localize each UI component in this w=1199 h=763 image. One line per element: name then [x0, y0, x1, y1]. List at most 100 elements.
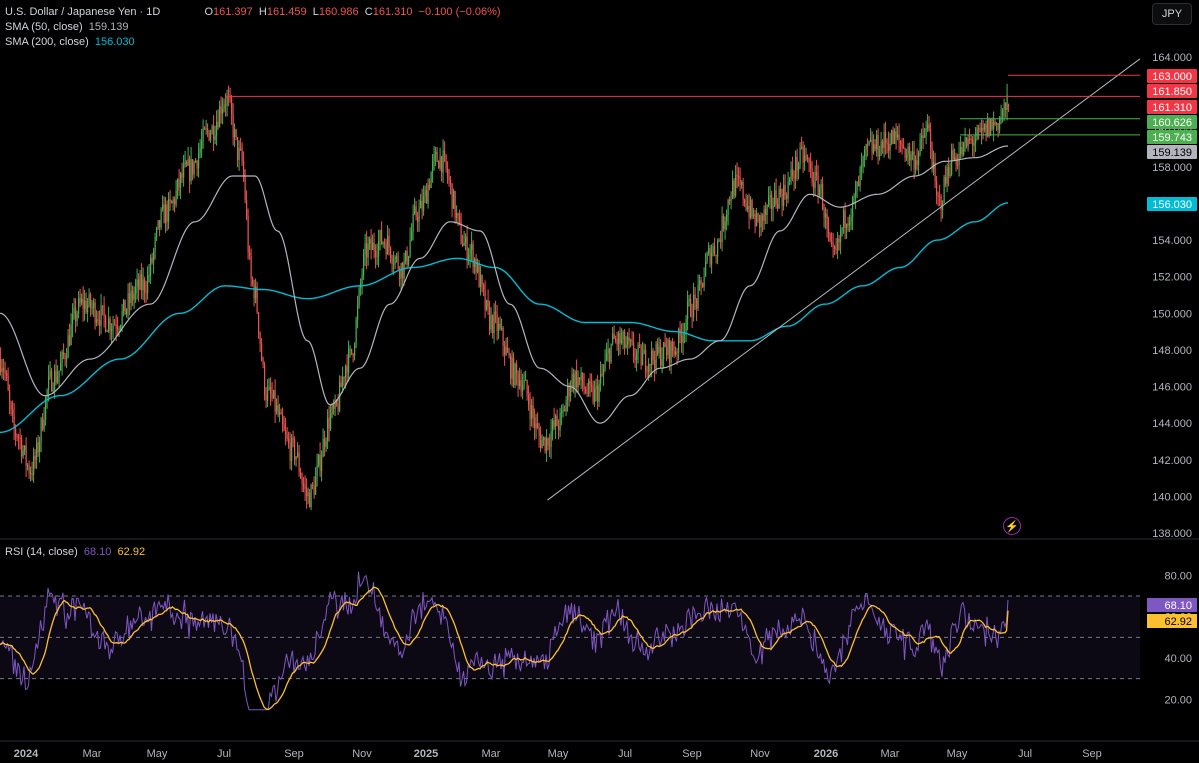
candle-body	[75, 307, 77, 322]
candle-body	[40, 418, 42, 442]
candle-body	[327, 417, 329, 441]
candle-body	[318, 454, 320, 466]
candle-body	[438, 161, 440, 169]
candle-body	[598, 383, 600, 402]
candle-body	[630, 340, 632, 342]
candle-body	[187, 159, 189, 166]
candle-body	[111, 328, 113, 332]
rsi-value-badge	[1147, 598, 1197, 612]
candle-body	[786, 195, 788, 199]
candle-body	[636, 352, 638, 360]
candle-body	[745, 203, 747, 210]
candle-body	[777, 204, 779, 209]
candle-body	[969, 138, 971, 140]
candle-body	[792, 169, 794, 177]
candle-body	[595, 385, 597, 389]
candle-body	[775, 190, 777, 205]
candle-body	[646, 370, 648, 372]
candle-body	[396, 256, 398, 258]
price-tick-label: 142.000	[1152, 455, 1192, 467]
candle-body	[481, 275, 483, 285]
sma50-line	[0, 145, 1009, 424]
price-tick-label: 150.000	[1152, 308, 1192, 320]
candle-body	[744, 199, 746, 204]
candle-body	[832, 244, 834, 247]
sma50-label: SMA (50, close)	[5, 21, 83, 33]
candle-body	[402, 263, 404, 279]
candle-body	[522, 385, 524, 392]
legend-rsi[interactable]: RSI (14, close) 68.10 62.92	[5, 545, 145, 559]
candle-body	[180, 173, 182, 188]
candle-body	[498, 323, 500, 331]
price-tick-label: 164.000	[1152, 52, 1192, 64]
candle-body	[927, 124, 929, 129]
currency-button[interactable]: JPY	[1152, 3, 1192, 25]
candle-body	[862, 156, 864, 166]
candle-body	[922, 135, 924, 138]
candle-body	[301, 478, 303, 484]
candle-body	[918, 152, 920, 165]
candle-body	[177, 178, 179, 191]
candle-body	[33, 455, 35, 475]
candle-body	[735, 174, 737, 196]
price-tick-label: 158.000	[1152, 162, 1192, 174]
candle-body	[316, 465, 318, 477]
candle-body	[765, 209, 767, 215]
candle-body	[640, 345, 642, 366]
time-tick-label: May	[947, 748, 968, 760]
candle-body	[519, 380, 521, 387]
candle-body	[543, 437, 545, 441]
candle-body	[292, 437, 294, 440]
candle-body	[82, 298, 84, 309]
candle-body	[897, 134, 899, 138]
candle-body	[118, 328, 120, 330]
candle-body	[253, 284, 255, 299]
candle-body	[582, 372, 584, 386]
candle-body	[643, 349, 645, 354]
candle-body	[909, 146, 911, 161]
candle-body	[984, 124, 986, 130]
candle-body	[771, 194, 773, 209]
candle-body	[282, 414, 284, 425]
candle-body	[1003, 103, 1005, 110]
candle-body	[645, 349, 647, 371]
candle-body	[184, 161, 186, 166]
candle-body	[499, 323, 501, 329]
candle-body	[34, 455, 36, 460]
price-tick-label: 144.000	[1152, 418, 1192, 430]
candle-body	[699, 280, 701, 285]
candle-body	[654, 360, 656, 369]
candle-body	[843, 210, 845, 229]
rsi-value: 68.10	[83, 546, 112, 558]
candle-body	[502, 327, 504, 346]
candle-body	[135, 286, 137, 294]
candle-body	[553, 420, 555, 427]
legend-sma50[interactable]: SMA (50, close) 159.139	[5, 20, 129, 34]
legend-sma200[interactable]: SMA (200, close) 156.030	[5, 35, 135, 49]
candle-body	[217, 121, 219, 128]
candle-body	[676, 351, 678, 353]
candle-body	[876, 135, 878, 150]
candle-body	[754, 214, 756, 227]
candle-body	[850, 217, 852, 222]
legend-symbol[interactable]: U.S. Dollar / Japanese Yen · 1D	[5, 6, 161, 18]
candle-body	[585, 389, 587, 393]
flash-icon[interactable]: ⚡	[1003, 517, 1021, 535]
candle-body	[889, 143, 891, 151]
candle-body	[741, 182, 743, 186]
candle-body	[952, 150, 954, 160]
candle-body	[213, 125, 215, 141]
candle-body	[486, 300, 488, 310]
candle-body	[346, 365, 348, 373]
candle-body	[814, 171, 816, 188]
candle-body	[247, 216, 249, 253]
candle-body	[541, 440, 543, 449]
legend-l-value: 160.986	[318, 6, 359, 18]
candle-body	[418, 208, 420, 222]
candle-body	[432, 161, 434, 173]
candle-body	[540, 435, 542, 449]
candle-body	[709, 248, 711, 265]
candle-body	[234, 129, 236, 138]
candle-body	[280, 412, 282, 415]
